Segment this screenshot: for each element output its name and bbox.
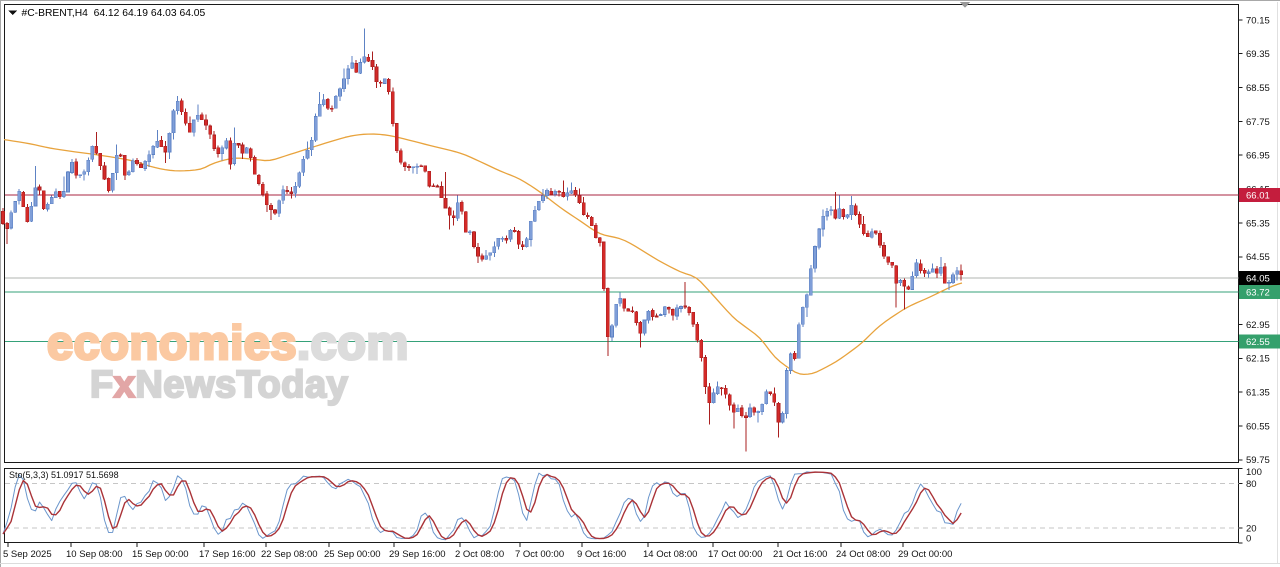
svg-text:25 Sep 00:00: 25 Sep 00:00 [324, 549, 381, 560]
svg-text:66.95: 66.95 [1246, 151, 1270, 162]
svg-text:64.55: 64.55 [1246, 252, 1270, 263]
svg-text:65.35: 65.35 [1246, 218, 1270, 229]
svg-text:70.15: 70.15 [1246, 15, 1270, 26]
svg-text:17 Oct 00:00: 17 Oct 00:00 [708, 549, 762, 560]
svg-text:62.55: 62.55 [1246, 337, 1270, 348]
svg-text:68.55: 68.55 [1246, 83, 1270, 94]
svg-text:17 Sep 16:00: 17 Sep 16:00 [199, 549, 256, 560]
svg-text:15 Sep 00:00: 15 Sep 00:00 [132, 549, 189, 560]
svg-text:66.01: 66.01 [1246, 191, 1270, 202]
svg-text:62.15: 62.15 [1246, 354, 1270, 365]
svg-text:FxNewsToday: FxNewsToday [90, 364, 348, 406]
svg-text:29 Sep 16:00: 29 Sep 16:00 [389, 549, 446, 560]
svg-text:29 Oct 00:00: 29 Oct 00:00 [898, 549, 952, 560]
svg-text:10 Sep 08:00: 10 Sep 08:00 [66, 549, 123, 560]
svg-text:#C-BRENT,H4 64.12 64.19 64.03: #C-BRENT,H4 64.12 64.19 64.03 64.05 [22, 8, 206, 19]
svg-text:100: 100 [1246, 467, 1262, 478]
svg-text:7 Oct 00:00: 7 Oct 00:00 [515, 549, 564, 560]
svg-text:63.72: 63.72 [1246, 287, 1270, 298]
svg-text:9 Oct 16:00: 9 Oct 16:00 [577, 549, 626, 560]
svg-text:0: 0 [1246, 534, 1251, 545]
svg-text:economies.com: economies.com [47, 316, 409, 369]
svg-text:24 Oct 08:00: 24 Oct 08:00 [836, 549, 890, 560]
svg-text:69.35: 69.35 [1246, 49, 1270, 60]
svg-text:Sto(5,3,3) 51.0917 51.5698: Sto(5,3,3) 51.0917 51.5698 [9, 470, 119, 480]
svg-text:14 Oct 08:00: 14 Oct 08:00 [643, 549, 697, 560]
svg-text:67.75: 67.75 [1246, 117, 1270, 128]
svg-text:21 Oct 16:00: 21 Oct 16:00 [773, 549, 827, 560]
svg-text:64.05: 64.05 [1246, 274, 1270, 285]
svg-text:5 Sep 2025: 5 Sep 2025 [3, 549, 52, 560]
svg-text:80: 80 [1246, 479, 1257, 490]
svg-text:20: 20 [1246, 524, 1257, 535]
svg-text:62.95: 62.95 [1246, 320, 1270, 331]
svg-text:60.55: 60.55 [1246, 421, 1270, 432]
svg-text:61.35: 61.35 [1246, 388, 1270, 399]
svg-text:22 Sep 08:00: 22 Sep 08:00 [261, 549, 318, 560]
svg-text:59.75: 59.75 [1246, 455, 1270, 466]
svg-text:2 Oct 08:00: 2 Oct 08:00 [455, 549, 504, 560]
